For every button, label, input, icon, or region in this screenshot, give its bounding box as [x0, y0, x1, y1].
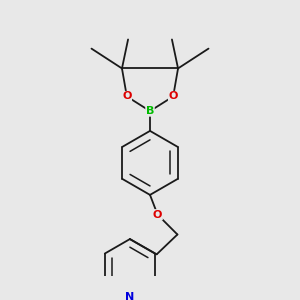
Text: O: O	[122, 92, 131, 101]
Text: O: O	[169, 92, 178, 101]
Text: N: N	[125, 292, 134, 300]
Text: O: O	[153, 210, 162, 220]
Text: B: B	[146, 106, 154, 116]
